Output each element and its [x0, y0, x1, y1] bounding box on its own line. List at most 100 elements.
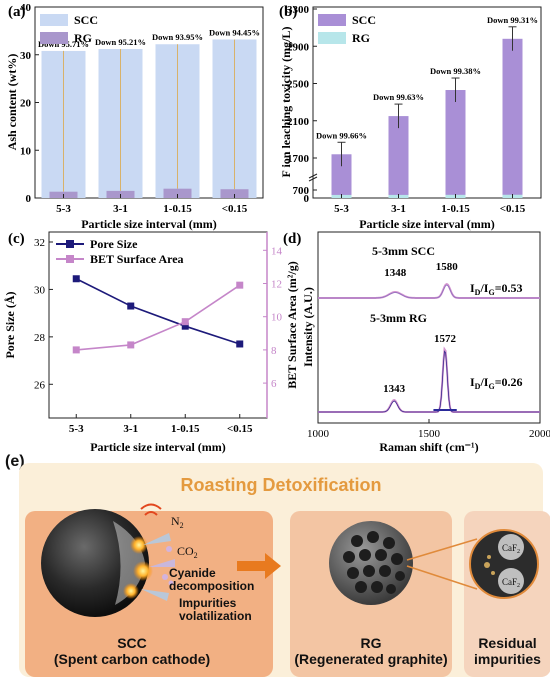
- panel-d-xlabel: Raman shift (cm⁻¹): [379, 440, 478, 454]
- xtick-label: 3-1: [113, 203, 128, 215]
- ytick-label-right: 12: [271, 279, 282, 291]
- panel-a-label: (a): [8, 4, 26, 20]
- rg-name: RG: [360, 635, 382, 651]
- legend-label-scc: SCC: [352, 13, 376, 27]
- legend-label-bet: BET Surface Area: [90, 252, 184, 266]
- xtick-label: 5-3: [56, 203, 71, 215]
- process-line: Impurities: [179, 596, 237, 610]
- residual-line: Residual: [478, 635, 537, 651]
- zoom-line: [406, 538, 478, 561]
- data-label: Down 99.66%: [316, 130, 367, 140]
- ytick-label: 2500: [287, 79, 310, 91]
- residual-caption: Residual impurities: [464, 635, 550, 667]
- xtick-label: 1-0.15: [441, 203, 470, 215]
- rg-fullname: (Regenerated graphite): [294, 651, 448, 667]
- caf2-label: CaF2: [502, 577, 520, 589]
- axis-break-mark: [308, 176, 318, 182]
- zoom-line: [406, 565, 478, 590]
- scc-caption: SCC (Spent carbon cathode): [25, 635, 239, 667]
- impurity-dot: [491, 571, 495, 575]
- heat-wave-icon: [144, 511, 158, 516]
- legend-label-pore: Pore Size: [90, 237, 138, 251]
- xtick-label: <0.15: [222, 203, 248, 215]
- bar-scc: [331, 154, 352, 198]
- impurities-text: Impurities volatilization: [179, 597, 275, 623]
- panel-a-bars: Down 95.71%Down 95.21%Down 93.95%Down 94…: [38, 27, 260, 199]
- panel-e-label: (e): [5, 453, 25, 470]
- panel-e-illustration: CaF2 CaF2 N2 CO2: [41, 503, 539, 617]
- data-point: [236, 281, 244, 289]
- data-point: [181, 318, 189, 326]
- bar-rg: [220, 189, 249, 198]
- peak-label: 1572: [434, 333, 457, 345]
- caf2-particle-icon: [498, 534, 524, 560]
- peak-label: 1343: [383, 383, 406, 395]
- legend-label-rg: RG: [74, 31, 92, 45]
- ytick-label: 40: [20, 2, 32, 14]
- ytick-label-right: 6: [271, 378, 277, 390]
- axis-break-mark: [308, 173, 318, 179]
- scc-fullname: (Spent carbon cathode): [53, 651, 211, 667]
- data-label: Down 99.31%: [487, 15, 538, 25]
- data-point: [127, 302, 135, 310]
- data-label: Down 94.45%: [209, 27, 260, 37]
- xtick-label: <0.15: [500, 203, 526, 215]
- particle-dot: [166, 546, 172, 552]
- ytick-label-right: 10: [271, 312, 283, 324]
- bar-scc: [388, 116, 409, 198]
- ytick-label: 1700: [287, 153, 310, 165]
- gas-label-n2: N2: [171, 514, 184, 530]
- spectrum-label-rg: 5-3mm RG: [370, 311, 427, 325]
- roasting-background: Roasting Detoxification: [19, 463, 550, 677]
- panel-b-frame: [312, 6, 542, 199]
- data-point: [72, 346, 80, 354]
- heat-wave-icon: [140, 503, 162, 510]
- data-label: Down 95.21%: [95, 37, 146, 47]
- panel-c-axes: 26 28 30 32 6 8 10 12 14 5-3 3-1 1-0.15 <0.15: [34, 232, 283, 435]
- panel-c-xlabel: Particle size interval (mm): [90, 440, 226, 454]
- ytick-label: 700: [293, 185, 310, 197]
- ytick-label: 3300: [287, 4, 310, 16]
- data-label: Down 93.95%: [152, 32, 203, 42]
- ytick-label: 10: [20, 145, 32, 157]
- ytick-label: 0: [26, 193, 32, 205]
- series-line: [75, 278, 240, 345]
- data-point: [127, 341, 135, 349]
- fit-line-scc: [318, 284, 540, 299]
- ytick-label-left: 28: [34, 332, 46, 344]
- xtick-label: 1-0.15: [163, 203, 192, 215]
- impurity-dot: [484, 562, 490, 568]
- spectrum-label-scc: 5-3mm SCC: [372, 244, 435, 258]
- panel-c-label: (c): [8, 231, 25, 247]
- xtick-label: 5-3: [69, 423, 84, 435]
- gas-plume-icon: [149, 559, 175, 567]
- impurity-dot: [487, 555, 491, 559]
- ytick-label: 20: [20, 98, 32, 110]
- bar-rg: [163, 188, 192, 198]
- xtick-label: 5-3: [334, 203, 349, 215]
- process-line: volatilization: [179, 609, 252, 623]
- panel-a-ylabel: Ash content (wt%): [5, 54, 19, 151]
- ytick-label-right: 14: [271, 245, 283, 257]
- series-line: [76, 284, 241, 351]
- xtick-label: <0.15: [227, 423, 253, 435]
- ytick-label-left: 30: [34, 284, 46, 296]
- flame-icon: [123, 583, 139, 599]
- legend-swatch-scc: [318, 14, 346, 26]
- panel-b-legend: SCC RG: [318, 13, 376, 45]
- panel-b-xticks: 5-3 3-1 1-0.15 <0.15: [334, 194, 526, 215]
- panel-b-bars: Down 99.66% Down 99.63% Down 99.38% Down 99…: [316, 15, 538, 198]
- data-label: Down 99.38%: [430, 66, 481, 76]
- ytick-label: 30: [20, 50, 32, 62]
- panel-c-ylabel-right: BET Surface Area (m²/g): [285, 261, 299, 388]
- data-point: [72, 275, 80, 283]
- process-line: Cyanide: [169, 566, 216, 580]
- panel-a-yticks: 0 10 20 30 40: [20, 2, 39, 205]
- panel-b-ylabel: F ion leaching toxicity (mg/L): [279, 27, 293, 178]
- rg-pores: [343, 531, 405, 594]
- bar-scc: [445, 90, 466, 198]
- panel-c: (c) 26 28 30 32 6 8 10 12 14 5-3 3-1 1-0.15 <0.15 Po…: [3, 231, 299, 454]
